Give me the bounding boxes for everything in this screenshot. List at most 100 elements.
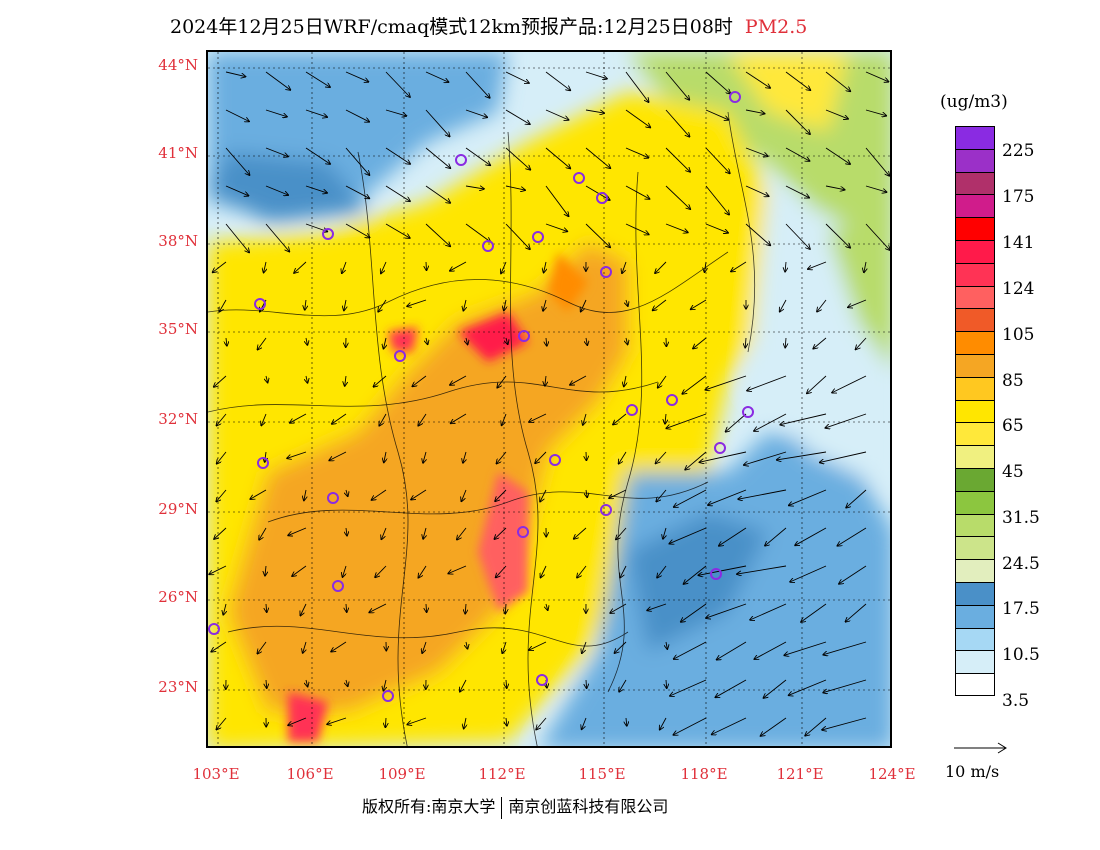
wind-vector — [306, 337, 307, 345]
wind-vector — [422, 641, 427, 653]
wind-vector — [691, 299, 707, 309]
wind-vector — [426, 603, 427, 612]
wind-vector — [211, 641, 227, 652]
wind-vector — [540, 489, 547, 502]
wind-vector — [700, 451, 747, 462]
wind-vector — [327, 717, 347, 724]
wind-vectors — [209, 71, 890, 736]
wind-vector — [625, 71, 649, 102]
lat-label-29: 29°N — [158, 500, 198, 518]
wind-vector — [665, 223, 688, 232]
wind-vector — [805, 717, 827, 736]
wind-vector — [647, 603, 667, 610]
lon-label-115: 115°E — [578, 765, 626, 783]
wind-vector — [265, 451, 266, 462]
wind-vector — [266, 679, 267, 688]
wind-vector — [745, 71, 770, 88]
wind-vector — [385, 71, 410, 97]
wind-vector — [666, 679, 667, 688]
wind-vector — [785, 261, 786, 272]
wind-vector — [265, 109, 287, 117]
wind-vector — [305, 185, 327, 193]
pm25-field — [208, 52, 890, 746]
colorbar-swatch — [955, 650, 995, 674]
wind-vector — [461, 489, 467, 501]
wind-vector — [619, 679, 627, 692]
wind-vector — [466, 641, 468, 649]
wind-vector — [780, 413, 827, 425]
colorbar-label: 85 — [1002, 371, 1024, 391]
colorbar-unit: (ug/m3) — [940, 92, 1008, 112]
wind-vector — [505, 109, 530, 124]
wind-vector — [825, 185, 845, 190]
pm25-map — [206, 50, 892, 748]
wind-vector — [329, 451, 347, 460]
wind-vector — [665, 185, 690, 209]
wind-vector — [294, 261, 307, 273]
wind-vector — [747, 375, 787, 391]
wind-vector — [655, 261, 667, 273]
wind-vector — [785, 223, 810, 249]
wind-vector — [385, 185, 410, 201]
colorbar-swatch — [955, 627, 995, 651]
wind-vector — [585, 147, 610, 168]
wind-vector — [494, 527, 507, 539]
wind-vector — [705, 147, 730, 173]
lat-label-32: 32°N — [158, 410, 198, 428]
title-pollutant: PM2.5 — [744, 16, 808, 38]
wind-vector — [705, 223, 728, 233]
wind-vector — [745, 185, 769, 196]
wind-vector — [345, 109, 369, 122]
wind-vector — [545, 223, 567, 231]
colorbar-swatch — [955, 126, 995, 149]
wind-vector — [385, 109, 406, 116]
colorbar-swatch — [955, 422, 995, 446]
wind-vector — [738, 489, 787, 499]
wind-vector — [412, 375, 427, 386]
colorbar-swatch — [955, 148, 995, 172]
wind-vector — [306, 679, 308, 687]
colorbar-label: 225 — [1002, 141, 1035, 161]
wind-vector — [290, 413, 307, 423]
wind-vector — [657, 565, 667, 578]
wind-vector — [865, 185, 887, 192]
lon-label-121: 121°E — [776, 765, 824, 783]
wind-vector — [574, 527, 587, 539]
wind-vector — [823, 679, 867, 693]
wind-vector — [545, 71, 570, 90]
wind-vector — [331, 641, 347, 652]
wind-vector — [345, 71, 368, 82]
colorbar-swatch — [955, 331, 995, 354]
wind-vector — [585, 71, 607, 79]
wind-vector — [712, 717, 747, 734]
wind-vector — [423, 451, 426, 463]
wind-vector — [708, 489, 747, 505]
wind-vector — [384, 337, 387, 349]
wind-vector — [502, 641, 507, 653]
wind-vector — [663, 527, 666, 539]
wind-vector — [731, 261, 747, 272]
wind-vector — [346, 489, 348, 496]
wind-vector — [865, 71, 888, 82]
wind-vector — [865, 147, 889, 176]
lat-label-41: 41°N — [158, 144, 198, 162]
wind-vector — [581, 299, 587, 312]
wind-vector — [837, 527, 867, 546]
lat-label-26: 26°N — [158, 588, 198, 606]
wind-vector — [790, 565, 827, 582]
wind-vector — [457, 527, 467, 540]
lat-label-44: 44°N — [158, 56, 198, 74]
wind-vector — [785, 337, 786, 348]
wind-vector — [372, 489, 387, 500]
wind-vector — [216, 489, 227, 502]
colorbar-swatch — [955, 285, 995, 309]
wind-vector — [856, 337, 867, 349]
wind-vector — [660, 717, 667, 730]
wind-vector — [825, 223, 850, 248]
wind-vector — [381, 527, 387, 539]
wind-vector — [864, 261, 866, 272]
wind-vector — [820, 451, 867, 462]
colorbar-label: 17.5 — [1002, 599, 1040, 619]
wind-vector — [582, 717, 587, 729]
wind-vector — [250, 489, 267, 499]
